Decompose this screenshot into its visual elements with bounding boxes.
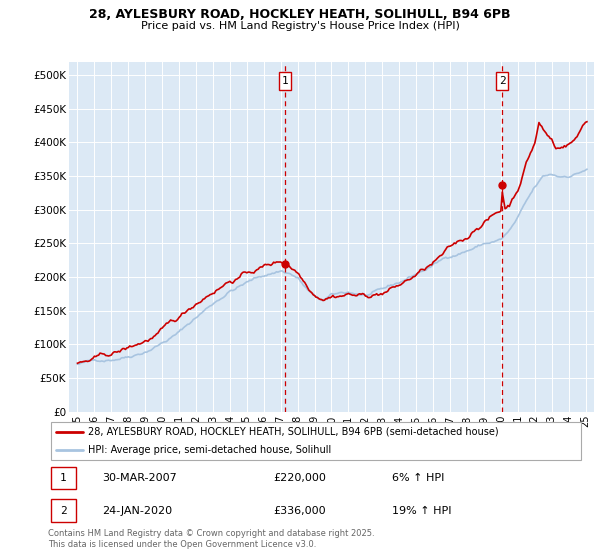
Text: HPI: Average price, semi-detached house, Solihull: HPI: Average price, semi-detached house,… [88, 445, 332, 455]
Text: 30-MAR-2007: 30-MAR-2007 [102, 473, 176, 483]
Text: £336,000: £336,000 [274, 506, 326, 516]
Text: 19% ↑ HPI: 19% ↑ HPI [392, 506, 451, 516]
FancyBboxPatch shape [50, 422, 581, 460]
Text: 28, AYLESBURY ROAD, HOCKLEY HEATH, SOLIHULL, B94 6PB: 28, AYLESBURY ROAD, HOCKLEY HEATH, SOLIH… [89, 8, 511, 21]
Bar [279, 72, 291, 90]
Bar [50, 500, 76, 522]
Text: 1: 1 [60, 473, 67, 483]
Bar [50, 466, 76, 489]
Text: £220,000: £220,000 [274, 473, 326, 483]
Text: 2: 2 [499, 76, 505, 86]
Text: 6% ↑ HPI: 6% ↑ HPI [392, 473, 444, 483]
Text: Contains HM Land Registry data © Crown copyright and database right 2025.
This d: Contains HM Land Registry data © Crown c… [48, 529, 374, 549]
Text: 1: 1 [281, 76, 289, 86]
Text: 24-JAN-2020: 24-JAN-2020 [102, 506, 172, 516]
Text: Price paid vs. HM Land Registry's House Price Index (HPI): Price paid vs. HM Land Registry's House … [140, 21, 460, 31]
Bar [496, 72, 508, 90]
Text: 28, AYLESBURY ROAD, HOCKLEY HEATH, SOLIHULL, B94 6PB (semi-detached house): 28, AYLESBURY ROAD, HOCKLEY HEATH, SOLIH… [88, 427, 499, 437]
Text: 2: 2 [60, 506, 67, 516]
